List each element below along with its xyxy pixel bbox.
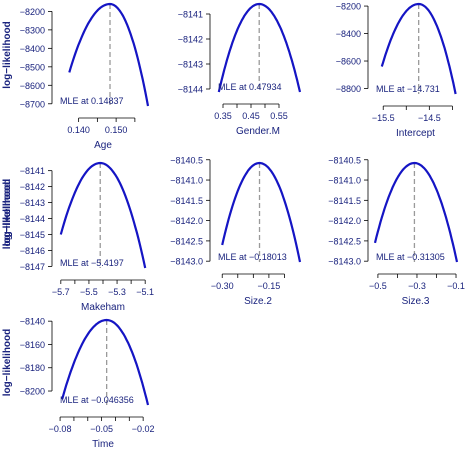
likelihood-curve (221, 161, 302, 263)
y-tick-label: −8700 (20, 99, 45, 109)
profile-panel: −8140.5 −8141.0 −8141.5 −8142.0 −8142.5 −8143… (2, 155, 302, 307)
likelihood-curve (59, 161, 147, 269)
y-tick-label: −8146 (20, 246, 45, 256)
x-axis-title: Age (94, 140, 112, 151)
x-tick-label: 0.45 (242, 111, 260, 121)
y-tick-label: −8141 (178, 10, 203, 20)
y-tick-label: −8141 (20, 166, 45, 176)
profile-panel: −8140 −8160 −8180 −8200 −0.08 −0.05 −0.02 Time l… (2, 317, 155, 450)
x-tick-label: −0.02 (132, 424, 155, 434)
y-tick-label: −8200 (20, 387, 45, 397)
profile-panel: −8200 −8400 −8600 −8800 −15.5 −14.5 Intercept M… (336, 2, 457, 139)
y-tick-label: −8140.5 (328, 155, 361, 165)
y-tick-label: −8142 (178, 35, 203, 45)
y-axis-title: log−likelihood (2, 21, 13, 89)
y-axis-title: log−likelihood (2, 182, 13, 250)
y-tick-label: −8141.5 (328, 196, 361, 206)
x-axis-title: Time (92, 439, 114, 450)
y-tick-label: −8141.0 (170, 176, 203, 186)
y-tick-label: −8160 (20, 340, 45, 350)
y-tick-label: −8200 (20, 7, 45, 17)
y-tick-label: −8145 (20, 230, 45, 240)
y-tick-label: −8600 (20, 81, 45, 91)
y-tick-label: −8142.0 (328, 216, 361, 226)
x-tick-label: 0.150 (105, 125, 128, 135)
y-axis-title: log−likelihood (2, 329, 13, 397)
y-axis-title: log−likelihood (2, 179, 13, 247)
x-tick-label: −5.7 (52, 287, 70, 297)
mle-label: MLE at −0.18013 (218, 252, 287, 262)
y-tick-label: −8400 (20, 44, 45, 54)
y-tick-label: −8140 (20, 317, 45, 327)
x-tick-label: −5.1 (136, 287, 154, 297)
x-tick-label: −15.5 (372, 113, 395, 123)
x-axis-title: Size.3 (402, 296, 430, 307)
x-tick-label: −5.3 (108, 287, 126, 297)
y-tick-label: −8200 (336, 2, 361, 12)
profile-panel: −8141−8142−8143−8144−8145−8146−8147−5.7−… (2, 161, 154, 313)
y-axis-title: log−likelihood (2, 179, 13, 247)
x-axis-title: Size.2 (244, 296, 272, 307)
y-tick-label: −8143 (178, 60, 203, 70)
mle-label: MLE at −0.046356 (60, 395, 134, 405)
mle-label: MLE at 0.14837 (60, 96, 124, 106)
x-tick-label: −14.5 (418, 113, 441, 123)
x-tick-label: −0.08 (49, 424, 72, 434)
x-tick-label: −0.1 (447, 281, 465, 291)
y-tick-label: −8143.0 (170, 257, 203, 267)
x-tick-label: −5.5 (80, 287, 98, 297)
mle-label: MLE at −0.31305 (376, 252, 445, 262)
y-tick-label: −8142.0 (170, 216, 203, 226)
y-tick-label: −8144 (20, 214, 45, 224)
likelihood-curve (217, 2, 302, 93)
x-axis-title: Makeham (81, 302, 125, 313)
mle-label: MLE at 0.47934 (218, 82, 282, 92)
mle-label: MLE at −5.4197 (60, 258, 124, 268)
x-tick-label: 0.35 (214, 111, 232, 121)
x-tick-label: −0.15 (257, 281, 280, 291)
y-tick-label: −8300 (20, 25, 45, 35)
likelihood-curve (380, 2, 457, 95)
y-tick-label: −8142 (20, 182, 45, 192)
y-tick-label: −8141.5 (170, 196, 203, 206)
x-axis-title: Gender.M (236, 126, 280, 137)
y-tick-label: −8142.5 (328, 236, 361, 246)
y-tick-label: −8600 (336, 57, 361, 67)
mle-label: MLE at −14.731 (376, 84, 440, 94)
x-tick-label: 0.55 (270, 111, 288, 121)
likelihood-curve (373, 161, 459, 263)
x-tick-label: −0.5 (369, 281, 387, 291)
x-axis-title: Intercept (396, 128, 435, 139)
profile-panel: −8140.5 −8141.0 −8141.5 −8142.0 −8142.5 −8143… (2, 155, 465, 307)
likelihood-curve (68, 2, 150, 107)
x-tick-label: 0.140 (67, 125, 90, 135)
y-tick-label: −8143 (20, 198, 45, 208)
likelihood-curve (61, 318, 150, 406)
x-tick-label: −0.05 (90, 424, 113, 434)
y-tick-label: −8143.0 (328, 257, 361, 267)
y-tick-label: −8180 (20, 363, 45, 373)
x-tick-label: −0.30 (211, 281, 234, 291)
y-tick-label: −8142.5 (170, 236, 203, 246)
x-tick-label: −0.3 (408, 281, 426, 291)
y-tick-label: −8144 (178, 85, 203, 95)
profile-panel: −8141 −8142 −8143 −8144 0.35 0.45 0.55 Gender.M… (178, 2, 302, 137)
profile-panel: −8200 −8300 −8400 −8500 −8600 −8700 0.140 0.150… (2, 2, 150, 151)
y-tick-label: −8800 (336, 84, 361, 94)
y-tick-label: −8500 (20, 62, 45, 72)
y-tick-label: −8147 (20, 262, 45, 272)
y-tick-label: −8141.0 (328, 176, 361, 186)
y-tick-label: −8140.5 (170, 155, 203, 165)
y-tick-label: −8400 (336, 29, 361, 39)
